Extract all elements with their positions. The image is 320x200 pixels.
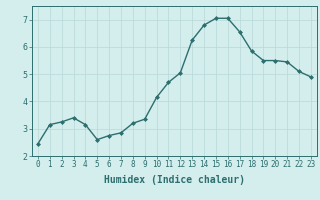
X-axis label: Humidex (Indice chaleur): Humidex (Indice chaleur) (104, 175, 245, 185)
